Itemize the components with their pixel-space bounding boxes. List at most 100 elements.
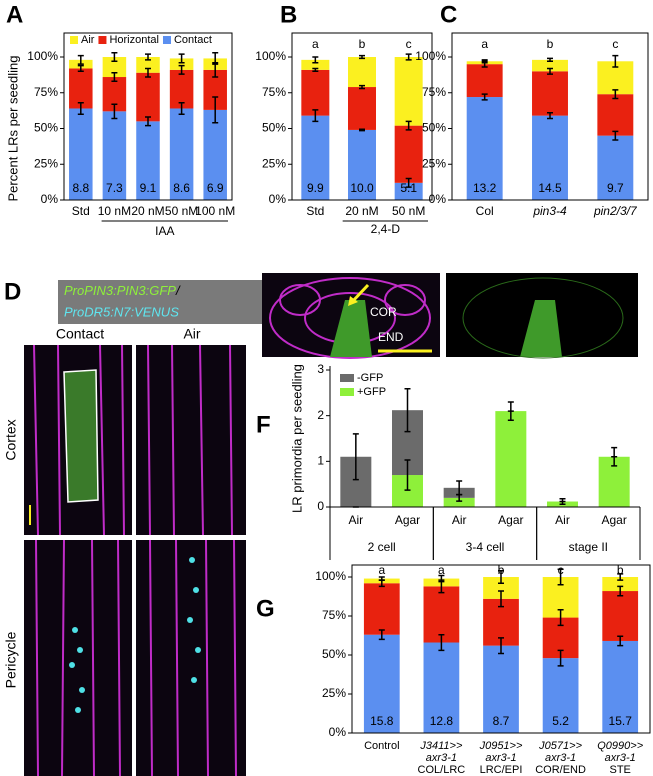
error-bar	[352, 433, 359, 481]
x-tick-label: Air	[452, 513, 467, 527]
error-bar	[557, 609, 564, 627]
y-tick-label: 75%	[262, 85, 286, 99]
bar-segment	[203, 109, 227, 200]
bar-label: 5.2	[552, 714, 569, 728]
error-bar	[612, 54, 619, 68]
bar-segment	[394, 125, 423, 183]
error-bar	[312, 67, 319, 73]
y-tick-label: 50%	[322, 647, 346, 661]
x-tick-label: 50 nM	[165, 204, 198, 218]
bar-label: 13.2	[473, 181, 497, 195]
bar-label: 8.6	[173, 181, 190, 195]
legend-label: Air	[81, 34, 95, 46]
bar-label: 8.8	[72, 181, 89, 195]
error-bar	[111, 71, 118, 83]
y-tick-label: 100%	[415, 49, 446, 63]
error-bar	[359, 128, 365, 132]
bar-label: 7.3	[106, 181, 123, 195]
error-bar	[498, 637, 504, 655]
y-tick-label: 0%	[41, 192, 59, 206]
x-tick-label: axr3-1	[545, 752, 576, 764]
y-tick-label: 50%	[422, 121, 446, 135]
x-tick-label: Agar	[498, 513, 523, 527]
error-bar	[178, 102, 185, 115]
legend-label: +GFP	[357, 386, 386, 398]
x-tick-label: COL/LRC	[418, 764, 466, 776]
error-bar	[438, 633, 445, 652]
y-tick-label: 25%	[34, 156, 58, 170]
legend-swatch	[98, 36, 107, 44]
bar-label: 14.5	[538, 181, 562, 195]
error-bar	[481, 59, 488, 64]
error-bar	[212, 51, 219, 65]
bar-segment	[102, 57, 127, 78]
bar-label: 9.7	[607, 181, 624, 195]
error-bar	[481, 93, 488, 101]
bar-segment	[301, 69, 330, 116]
error-bar	[617, 635, 624, 647]
error-bar	[405, 177, 412, 188]
x-tick-label: Agar	[601, 513, 626, 527]
y-tick-label: 1	[317, 454, 324, 468]
y-tick-label: 75%	[422, 85, 446, 99]
bar-segment	[394, 182, 423, 200]
error-bar	[378, 576, 385, 581]
sig-label: a	[378, 563, 385, 577]
bar-segment	[483, 577, 519, 599]
error-bar	[438, 574, 445, 583]
bar-segment	[69, 68, 93, 109]
x-tick-label: Q0990>>	[597, 740, 643, 752]
bar-segment	[423, 642, 460, 733]
x-tick-label: 50 nM	[392, 204, 425, 218]
error-bar	[111, 103, 118, 120]
legend-label: Contact	[174, 34, 212, 46]
bar-segment	[363, 634, 400, 733]
sig-label: b	[617, 563, 624, 577]
y-tick-label: 100%	[255, 49, 286, 63]
x-tick-label: Col	[476, 204, 494, 218]
x-tick-label: J3411>>	[419, 740, 463, 752]
bar-segment	[348, 57, 376, 88]
error-bar	[359, 54, 365, 60]
bar-segment	[169, 58, 194, 70]
y-tick-label: 100%	[315, 569, 346, 583]
bar-segment	[394, 57, 423, 126]
y-axis-label: Percent LRs per seedling	[5, 56, 20, 202]
x-tick-label: Agar	[395, 513, 420, 527]
bar-segment	[495, 411, 527, 507]
panel-letter: G	[256, 595, 275, 622]
sig-label: c	[558, 563, 564, 577]
error-bar	[111, 51, 118, 63]
error-bar	[612, 89, 619, 100]
x-tick-label: 20 nM	[131, 204, 164, 218]
error-bar	[405, 120, 412, 131]
bar-label: 5.1	[400, 181, 417, 195]
bar-segment	[532, 71, 568, 116]
error-bar	[557, 649, 564, 667]
error-bar	[404, 459, 411, 491]
group-label: 2 cell	[368, 540, 396, 554]
error-bar	[404, 387, 411, 433]
sig-label: c	[406, 37, 412, 51]
panel-letter: F	[256, 411, 271, 438]
error-bar	[617, 585, 624, 597]
sig-label: a	[481, 37, 488, 51]
bar-segment	[466, 64, 503, 98]
bar-segment	[532, 115, 568, 200]
error-bar	[359, 84, 365, 90]
group-label: 3-4 cell	[466, 540, 505, 554]
bar-segment	[423, 586, 460, 643]
error-bar	[547, 67, 553, 75]
x-tick-label: J0951>>	[479, 740, 523, 752]
x-tick-label: pin2/3/7	[593, 204, 638, 218]
plot-frame	[451, 32, 649, 201]
sig-label: b	[547, 37, 554, 51]
bar-segment	[532, 59, 568, 72]
y-tick-label: 0%	[429, 192, 447, 206]
error-bar	[178, 53, 185, 64]
plot-frame	[351, 564, 651, 734]
y-tick-label: 25%	[422, 156, 446, 170]
y-tick-label: 75%	[34, 85, 58, 99]
bar-segment	[301, 59, 330, 70]
x-tick-label: Air	[555, 513, 570, 527]
